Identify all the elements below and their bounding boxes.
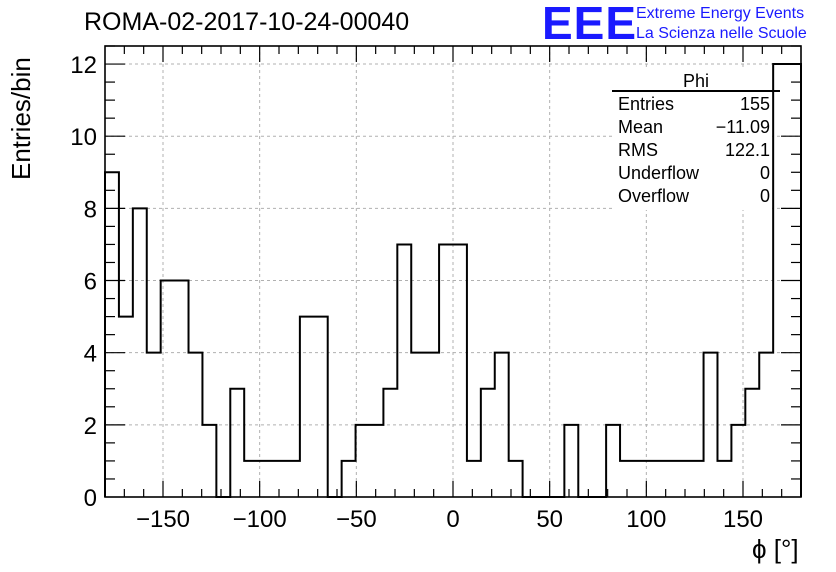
histogram-bin bbox=[690, 461, 704, 497]
y-axis-label: Entries/bin bbox=[6, 57, 36, 180]
histogram-bins bbox=[104, 63, 802, 498]
histogram-bin bbox=[717, 461, 731, 497]
histogram-bin bbox=[606, 425, 620, 497]
stats-key: Mean bbox=[618, 117, 664, 137]
stats-key: Entries bbox=[618, 94, 675, 114]
eee-logo: EEE bbox=[542, 0, 638, 49]
y-tick-label: 0 bbox=[84, 485, 97, 512]
stats-value: 0 bbox=[759, 163, 770, 183]
histogram-bin bbox=[133, 208, 147, 497]
histogram-bin bbox=[564, 425, 578, 497]
stats-value: 155 bbox=[739, 94, 770, 114]
stats-divider bbox=[612, 90, 780, 92]
histogram-bin bbox=[342, 461, 356, 497]
x-tick-labels: −150 −100 −50 0 50 100 150 bbox=[136, 506, 763, 533]
histogram-bin bbox=[481, 389, 495, 497]
x-tick-label: −150 bbox=[136, 506, 190, 533]
y-tick-label: 8 bbox=[84, 196, 97, 223]
histogram-bin bbox=[467, 461, 481, 497]
histogram-bin bbox=[648, 461, 662, 497]
histogram-bin bbox=[745, 389, 759, 497]
histogram-bin bbox=[175, 281, 189, 497]
y-tick-label: 2 bbox=[84, 413, 97, 440]
x-tick-label: 0 bbox=[446, 506, 459, 533]
stats-key: Overflow bbox=[618, 186, 690, 206]
histogram-bin bbox=[369, 425, 383, 497]
x-axis-label: ϕ [°] bbox=[752, 534, 799, 564]
grid-lines bbox=[105, 46, 801, 497]
histogram-outline bbox=[104, 63, 802, 498]
run-title: ROMA-02-2017-10-24-00040 bbox=[84, 8, 410, 36]
histogram-bin bbox=[202, 425, 216, 497]
plot-frame bbox=[104, 45, 802, 498]
stats-key: RMS bbox=[618, 140, 658, 160]
x-tick-label: 100 bbox=[626, 506, 666, 533]
stats-value: −11.09 bbox=[715, 117, 770, 137]
y-tick-label: 4 bbox=[84, 341, 97, 368]
histogram-bin bbox=[244, 461, 258, 497]
histogram-bin bbox=[300, 317, 314, 497]
stats-title: Phi bbox=[682, 71, 709, 91]
histogram-bin bbox=[356, 425, 370, 497]
histogram-bin bbox=[439, 244, 453, 497]
x-tick-label: −50 bbox=[336, 506, 377, 533]
histogram-bin bbox=[662, 461, 676, 497]
x-tick-label: 50 bbox=[536, 506, 563, 533]
x-tick-label: −100 bbox=[233, 506, 287, 533]
histogram-bin bbox=[230, 389, 244, 497]
histogram-bin bbox=[119, 317, 133, 497]
histogram-bin bbox=[453, 244, 467, 497]
stats-key: Underflow bbox=[618, 163, 700, 183]
stats-box: Phi Entries 155 Mean −11.09 RMS 122.1 Un… bbox=[612, 70, 780, 210]
stats-value: 122.1 bbox=[724, 140, 770, 160]
histogram-bin bbox=[397, 244, 411, 497]
y-tick-label: 12 bbox=[70, 52, 97, 79]
y-tick-label: 6 bbox=[84, 269, 97, 296]
stats-value: 0 bbox=[759, 186, 770, 206]
logo-line-2: La Scienza nelle Scuole bbox=[636, 25, 807, 42]
x-tick-label: 150 bbox=[723, 506, 763, 533]
y-tick-labels: 0 2 4 6 8 10 12 bbox=[70, 52, 97, 512]
logo-line-1: Extreme Energy Events bbox=[636, 5, 805, 22]
histogram-bin bbox=[314, 317, 328, 497]
y-tick-label: 10 bbox=[70, 124, 97, 151]
histogram-bin bbox=[383, 389, 397, 497]
histogram-bin bbox=[676, 461, 690, 497]
